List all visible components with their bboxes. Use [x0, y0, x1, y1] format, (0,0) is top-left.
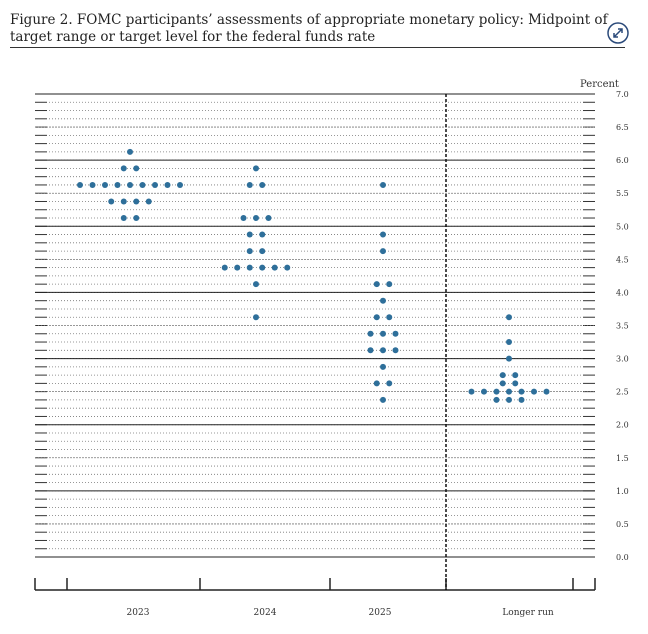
dot	[386, 314, 393, 321]
y-tick-label: 5.5	[616, 189, 629, 198]
dot	[373, 314, 380, 321]
y-tick-label: 4.5	[616, 255, 629, 264]
dot	[177, 181, 183, 188]
x-tick-label: 2024	[254, 608, 277, 618]
x-tick-label: 2025	[369, 608, 392, 618]
dot	[221, 264, 228, 271]
dot	[392, 330, 399, 337]
dot	[108, 198, 115, 205]
dot	[380, 347, 386, 354]
dot	[506, 339, 512, 346]
dot	[145, 198, 152, 205]
dot	[506, 388, 512, 395]
dot	[380, 330, 386, 337]
dot	[133, 165, 140, 172]
y-tick-label: 6.0	[616, 156, 629, 165]
y-tick-label: 3.0	[616, 355, 629, 364]
dot	[386, 281, 393, 288]
dot	[102, 181, 108, 188]
y-tick-label: 6.5	[616, 123, 629, 132]
y-tick-label: 5.0	[616, 222, 629, 231]
dot	[367, 330, 374, 337]
dot	[259, 264, 266, 271]
dot	[133, 215, 140, 222]
dot	[133, 198, 140, 205]
figure-title: Figure 2. FOMC participants’ assessments…	[10, 12, 608, 45]
dot	[493, 396, 500, 403]
dot	[506, 396, 512, 403]
dot	[127, 148, 133, 155]
dot	[152, 181, 158, 188]
dot	[246, 264, 253, 271]
dot	[253, 165, 259, 172]
dot	[253, 215, 259, 222]
expand-button[interactable]	[607, 22, 629, 44]
y-tick-label: 3.5	[616, 322, 629, 331]
dot	[380, 181, 386, 188]
dot	[512, 380, 519, 387]
dot	[234, 264, 241, 271]
y-axis-label: Percent	[580, 79, 619, 90]
dot	[380, 363, 386, 370]
dot	[253, 314, 259, 321]
dot	[380, 231, 386, 238]
dot	[284, 264, 291, 271]
dot	[246, 181, 253, 188]
dot	[380, 297, 386, 304]
y-tick-label: 1.0	[616, 487, 629, 496]
y-tick-label: 2.5	[616, 388, 629, 397]
y-tick-label: 4.0	[616, 288, 629, 297]
dot	[164, 181, 171, 188]
dot	[506, 314, 512, 321]
dot	[240, 215, 247, 222]
dot	[493, 388, 500, 395]
dot	[120, 198, 127, 205]
y-tick-label: 0.5	[616, 520, 629, 529]
dot	[271, 264, 278, 271]
dot	[392, 347, 399, 354]
dot	[127, 181, 133, 188]
dot	[139, 181, 146, 188]
dot	[259, 248, 266, 255]
dot	[246, 248, 253, 255]
dot	[543, 388, 550, 395]
dot	[120, 215, 127, 222]
dot	[380, 248, 386, 255]
dot	[518, 388, 525, 395]
dot	[77, 181, 83, 188]
x-tick-label: 2023	[127, 608, 150, 618]
dot	[259, 181, 266, 188]
dot	[386, 380, 393, 387]
dot	[259, 231, 266, 238]
dot	[531, 388, 537, 395]
dot	[499, 372, 506, 379]
dot	[481, 388, 487, 395]
dot	[367, 347, 374, 354]
dot	[120, 165, 127, 172]
y-tick-label: 1.5	[616, 454, 629, 463]
dot	[89, 181, 96, 188]
y-tick-label: 2.0	[616, 421, 629, 430]
dot	[114, 181, 121, 188]
y-tick-label: 0.0	[616, 553, 629, 562]
dot	[246, 231, 253, 238]
dot	[512, 372, 519, 379]
y-tick-label: 7.0	[616, 90, 629, 99]
dot	[373, 380, 380, 387]
dot	[373, 281, 380, 288]
dot	[506, 355, 512, 362]
dot	[380, 396, 386, 403]
dot	[499, 380, 506, 387]
dot	[265, 215, 272, 222]
x-tick-label: Longer run	[502, 608, 554, 618]
title-rule	[10, 47, 625, 48]
dot	[253, 281, 259, 288]
dot	[518, 396, 525, 403]
dot	[468, 388, 475, 395]
